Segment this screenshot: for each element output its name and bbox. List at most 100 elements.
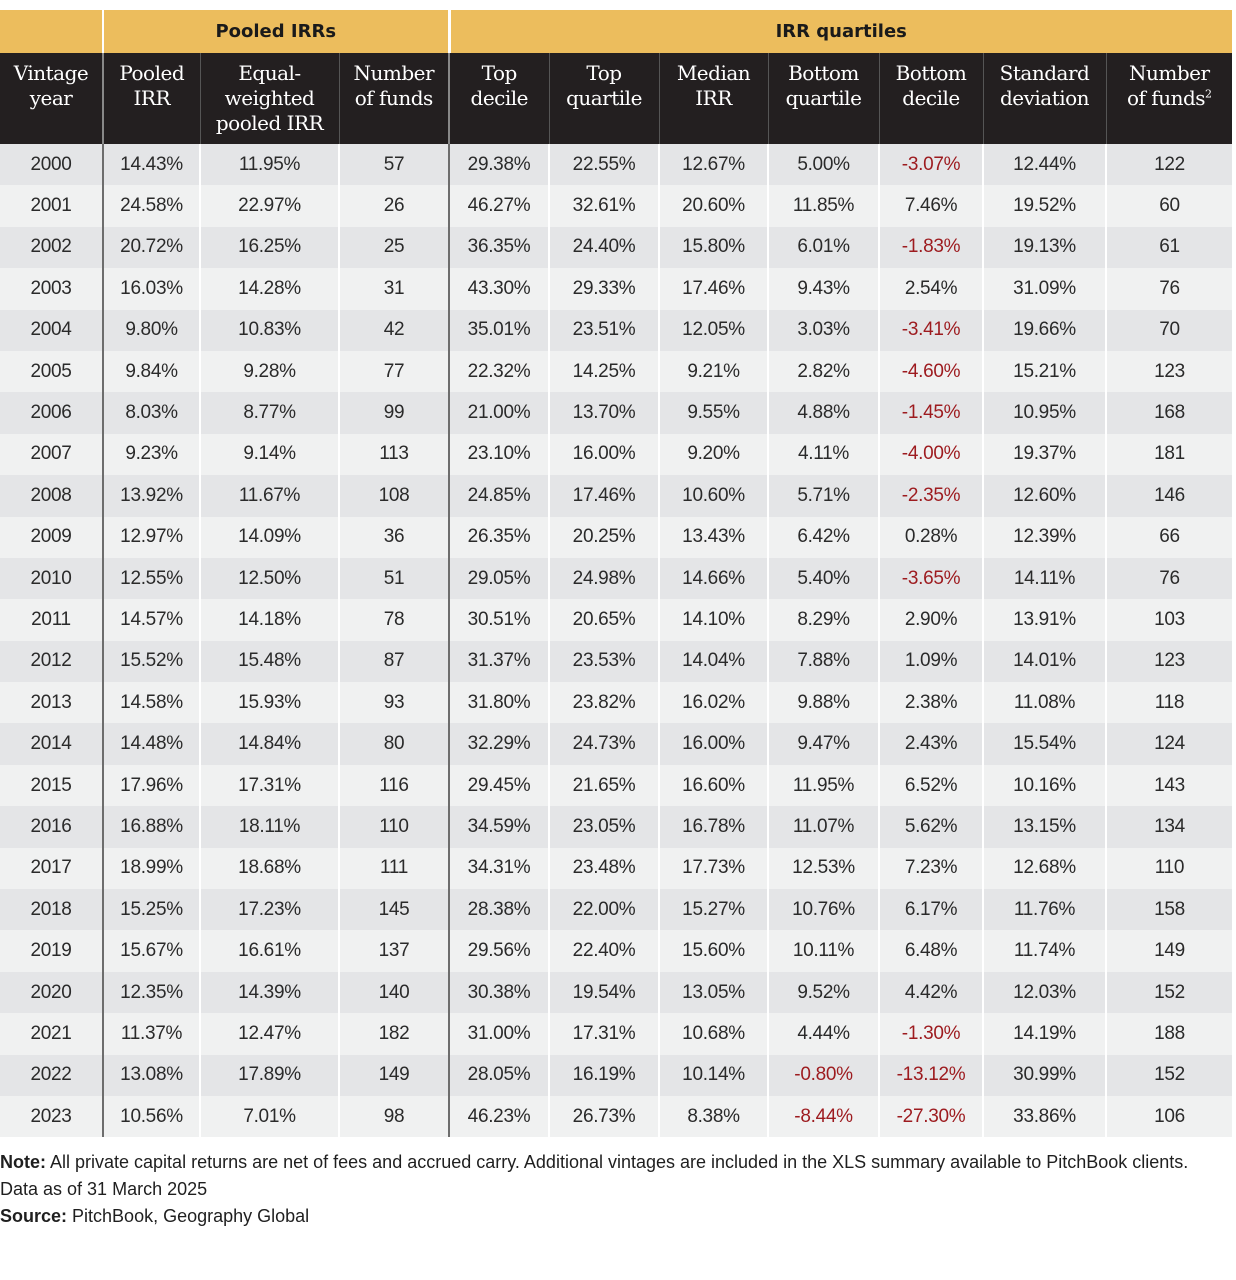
cell-number-of-funds-quartiles: 152 (1106, 1054, 1232, 1096)
cell-pooled-irr: 13.08% (103, 1054, 201, 1096)
cell-equal-weighted-pooled-irr: 10.83% (200, 309, 340, 351)
cell-top-quartile: 23.53% (549, 640, 660, 683)
column-header-vintage-year: Vintage year (0, 53, 104, 144)
data-as-of: Data as of 31 March 2025 (0, 1179, 208, 1199)
cell-equal-weighted-pooled-irr: 12.50% (200, 557, 340, 600)
cell-number-of-funds-quartiles: 60 (1106, 185, 1232, 227)
cell-pooled-irr: 17.96% (103, 764, 201, 807)
cell-equal-weighted-pooled-irr: 11.67% (200, 475, 340, 517)
note-label: Note: (0, 1152, 46, 1172)
column-header-text: Median (676, 61, 751, 85)
cell-number-of-funds-pooled: 116 (339, 764, 450, 807)
cell-number-of-funds-quartiles: 123 (1106, 350, 1232, 393)
cell-number-of-funds-pooled: 108 (339, 475, 450, 517)
cell-top-quartile: 24.98% (549, 557, 660, 600)
table-row: 2000 14.43% 11.95% 57 29.38% 22.55% 12.67% 5.00… (0, 144, 1232, 186)
cell-standard-deviation: 11.74% (983, 930, 1107, 972)
cell-bottom-quartile: 10.76% (768, 889, 880, 931)
cell-number-of-funds-quartiles: 110 (1106, 847, 1232, 890)
cell-standard-deviation: 12.44% (983, 144, 1107, 186)
source-line: Source: PitchBook, Geography Global (0, 1205, 1230, 1228)
cell-top-quartile: 20.25% (549, 516, 660, 558)
cell-top-decile: 21.00% (449, 392, 550, 434)
cell-top-decile: 46.23% (449, 1095, 550, 1138)
cell-pooled-irr: 13.92% (103, 475, 201, 517)
cell-vintage-year: 2011 (0, 599, 104, 641)
cell-vintage-year: 2000 (0, 144, 104, 186)
cell-top-quartile: 24.40% (549, 226, 660, 269)
cell-equal-weighted-pooled-irr: 9.14% (200, 433, 340, 476)
cell-standard-deviation: 15.21% (983, 350, 1107, 393)
table-row: 2020 12.35% 14.39% 140 30.38% 19.54% 13.05% 9.5… (0, 971, 1232, 1014)
table-row: 2004 9.80% 10.83% 42 35.01% 23.51% 12.05% 3.03%… (0, 309, 1232, 351)
column-header-text: quartile (785, 86, 862, 110)
cell-standard-deviation: 30.99% (983, 1054, 1107, 1096)
cell-top-quartile: 32.61% (549, 185, 660, 227)
cell-median-irr: 13.05% (659, 971, 769, 1014)
cell-top-decile: 32.29% (449, 723, 550, 765)
cell-bottom-quartile: 7.88% (768, 640, 880, 683)
cell-top-quartile: 23.48% (549, 847, 660, 890)
cell-pooled-irr: 9.80% (103, 309, 201, 351)
cell-equal-weighted-pooled-irr: 7.01% (200, 1095, 340, 1138)
cell-top-decile: 34.59% (449, 806, 550, 848)
cell-pooled-irr: 16.03% (103, 268, 201, 310)
cell-number-of-funds-pooled: 137 (339, 930, 450, 972)
table-row: 2002 20.72% 16.25% 25 36.35% 24.40% 15.80% 6.01… (0, 226, 1232, 269)
cell-number-of-funds-quartiles: 149 (1106, 930, 1232, 972)
cell-bottom-quartile: 9.88% (768, 682, 880, 724)
table-row: 2005 9.84% 9.28% 77 22.32% 14.25% 9.21% 2.82% -4… (0, 350, 1232, 393)
table-row: 2019 15.67% 16.61% 137 29.56% 22.40% 15.60% 10.… (0, 930, 1232, 972)
cell-number-of-funds-quartiles: 103 (1106, 599, 1232, 641)
cell-top-quartile: 21.65% (549, 764, 660, 807)
table-row: 2001 24.58% 22.97% 26 46.27% 32.61% 20.60% 11.8… (0, 185, 1232, 227)
cell-vintage-year: 2010 (0, 557, 104, 600)
cell-pooled-irr: 12.97% (103, 516, 201, 558)
cell-standard-deviation: 15.54% (983, 723, 1107, 765)
table-row: 2017 18.99% 18.68% 111 34.31% 23.48% 17.73% 12.… (0, 847, 1232, 890)
cell-vintage-year: 2004 (0, 309, 104, 351)
cell-number-of-funds-pooled: 99 (339, 392, 450, 434)
cell-bottom-decile: 2.90% (879, 599, 984, 641)
cell-bottom-quartile: 11.95% (768, 764, 880, 807)
cell-equal-weighted-pooled-irr: 14.28% (200, 268, 340, 310)
cell-top-quartile: 23.51% (549, 309, 660, 351)
cell-equal-weighted-pooled-irr: 15.93% (200, 682, 340, 724)
cell-bottom-decile: 7.23% (879, 847, 984, 890)
table-row: 2011 14.57% 14.18% 78 30.51% 20.65% 14.10% 8.29… (0, 599, 1232, 641)
cell-bottom-decile: 6.17% (879, 889, 984, 931)
column-header-bottom-quartile: Bottom quartile (768, 53, 880, 144)
cell-number-of-funds-quartiles: 152 (1106, 971, 1232, 1014)
column-header-text: weighted (224, 86, 315, 110)
cell-pooled-irr: 15.67% (103, 930, 201, 972)
cell-bottom-quartile: 10.11% (768, 930, 880, 972)
cell-pooled-irr: 9.84% (103, 350, 201, 393)
cell-bottom-decile: -13.12% (879, 1054, 984, 1096)
cell-top-decile: 29.38% (449, 144, 550, 186)
cell-bottom-quartile: 11.85% (768, 185, 880, 227)
cell-bottom-quartile: 9.52% (768, 971, 880, 1014)
cell-number-of-funds-pooled: 78 (339, 599, 450, 641)
column-header-text: decile (902, 86, 960, 110)
cell-pooled-irr: 14.48% (103, 723, 201, 765)
cell-top-decile: 30.38% (449, 971, 550, 1014)
cell-vintage-year: 2006 (0, 392, 104, 434)
cell-standard-deviation: 11.76% (983, 889, 1107, 931)
column-header-text: Top (586, 61, 622, 85)
cell-median-irr: 15.60% (659, 930, 769, 972)
note-text: All private capital returns are net of f… (46, 1152, 1189, 1172)
cell-top-decile: 31.80% (449, 682, 550, 724)
cell-bottom-decile: -1.83% (879, 226, 984, 269)
group-header-blank (0, 10, 104, 53)
cell-top-decile: 31.00% (449, 1013, 550, 1055)
cell-number-of-funds-quartiles: 188 (1106, 1013, 1232, 1055)
cell-bottom-quartile: 6.42% (768, 516, 880, 558)
cell-number-of-funds-pooled: 25 (339, 226, 450, 269)
column-header-text: IRR (695, 86, 732, 110)
column-header-text: year (29, 86, 73, 110)
cell-top-quartile: 24.73% (549, 723, 660, 765)
cell-median-irr: 9.55% (659, 392, 769, 434)
cell-number-of-funds-pooled: 149 (339, 1054, 450, 1096)
table-row: 2021 11.37% 12.47% 182 31.00% 17.31% 10.68% 4.4… (0, 1013, 1232, 1055)
cell-bottom-decile: 6.52% (879, 764, 984, 807)
